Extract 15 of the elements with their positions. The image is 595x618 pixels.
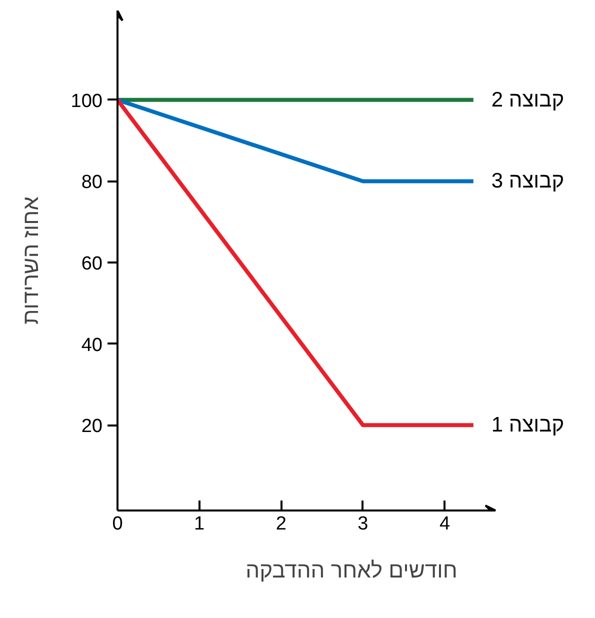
series-label: קבוצה 2	[491, 88, 564, 112]
x-tick-label: 0	[112, 514, 123, 534]
y-axis-title: אחוז השרידות	[18, 196, 43, 324]
series-label: קבוצה 3	[491, 170, 564, 193]
x-tick-label: 2	[276, 514, 286, 534]
y-tick-label: 20	[81, 416, 103, 438]
y-tick-label: 100	[70, 90, 102, 112]
x-tick-label: 3	[358, 514, 368, 534]
x-tick-label: 4	[439, 514, 450, 534]
y-tick-label: 40	[81, 334, 103, 356]
series-label: קבוצה 1	[491, 414, 564, 437]
y-tick-label: 80	[81, 172, 103, 194]
y-tick-label: 60	[81, 254, 103, 275]
x-tick-label: 1	[194, 514, 205, 534]
x-axis-title: חודשים לאחר ההדבקה	[246, 558, 458, 582]
